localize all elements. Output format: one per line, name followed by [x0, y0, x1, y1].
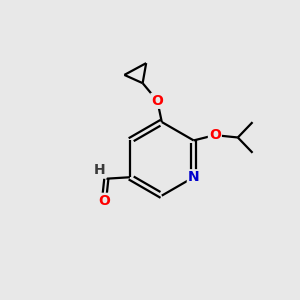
Text: N: N [188, 170, 200, 184]
Text: H: H [94, 164, 106, 178]
Text: O: O [98, 194, 110, 208]
Text: O: O [209, 128, 221, 142]
Text: O: O [152, 94, 163, 108]
